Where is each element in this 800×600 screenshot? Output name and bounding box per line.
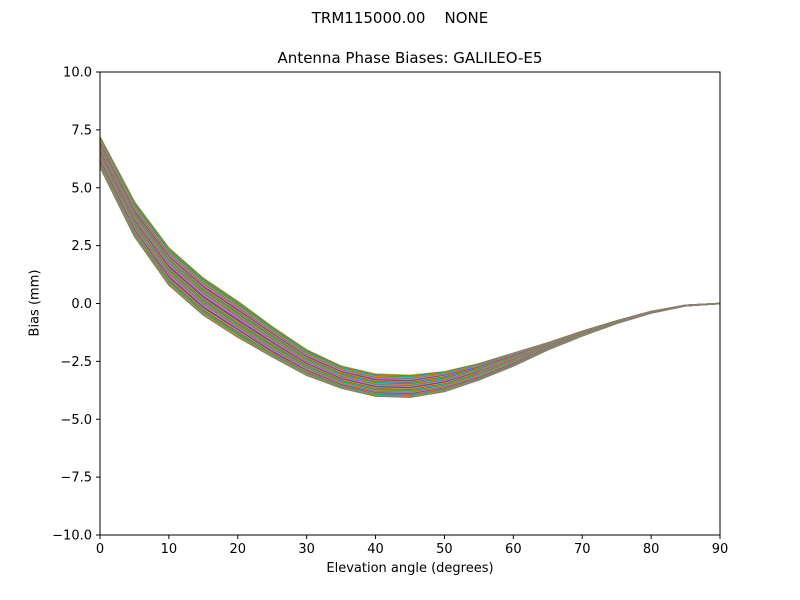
- series-line: [99, 145, 721, 384]
- x-tick-label: 80: [643, 542, 660, 557]
- x-tick-label: 0: [96, 542, 104, 557]
- figure-suptitle: TRM115000.00 NONE: [311, 9, 489, 27]
- y-tick-label: −10.0: [52, 529, 92, 544]
- x-tick-label: 40: [367, 542, 384, 557]
- series-line: [99, 142, 721, 381]
- y-tick-label: 2.5: [71, 239, 92, 254]
- series-line: [99, 166, 721, 399]
- x-tick-label: 20: [230, 542, 247, 557]
- x-tick-label: 70: [574, 542, 591, 557]
- series-lines: [99, 136, 721, 399]
- plot-frame: [99, 71, 721, 536]
- x-axis-label: Elevation angle (degrees): [326, 561, 494, 576]
- x-tick-label: 50: [436, 542, 453, 557]
- series-line: [99, 136, 721, 377]
- y-tick-label: 7.5: [71, 123, 92, 138]
- series-line: [99, 141, 721, 380]
- series-line: [99, 147, 721, 386]
- series-line: [99, 148, 721, 388]
- y-tick-label: −2.5: [60, 355, 92, 370]
- axis-ticks: 0 10 20 30 40 50 60 70 80 90 −10.0 −7.5 −5.0 −2.5 0.0 2…: [52, 66, 728, 558]
- y-tick-label: 10.0: [63, 66, 92, 81]
- y-tick-label: −5.0: [60, 413, 92, 428]
- x-tick-label: 10: [161, 542, 178, 557]
- series-line: [99, 140, 721, 379]
- series-line: [99, 146, 721, 386]
- y-tick-label: 5.0: [71, 181, 92, 196]
- series-line: [99, 139, 721, 379]
- x-tick-label: 90: [712, 542, 729, 557]
- series-line: [99, 141, 721, 381]
- series-line: [99, 143, 721, 382]
- chart-title: Antenna Phase Biases: GALILEO-E5: [277, 49, 543, 67]
- series-line: [99, 144, 721, 383]
- x-tick-label: 60: [505, 542, 522, 557]
- series-line: [99, 145, 721, 385]
- series-line: [99, 148, 721, 387]
- series-line: [99, 143, 721, 383]
- series-line: [99, 137, 721, 377]
- series-line: [99, 138, 721, 378]
- y-tick-label: −7.5: [60, 471, 92, 486]
- x-tick-label: 30: [298, 542, 315, 557]
- y-tick-label: 0.0: [71, 297, 92, 312]
